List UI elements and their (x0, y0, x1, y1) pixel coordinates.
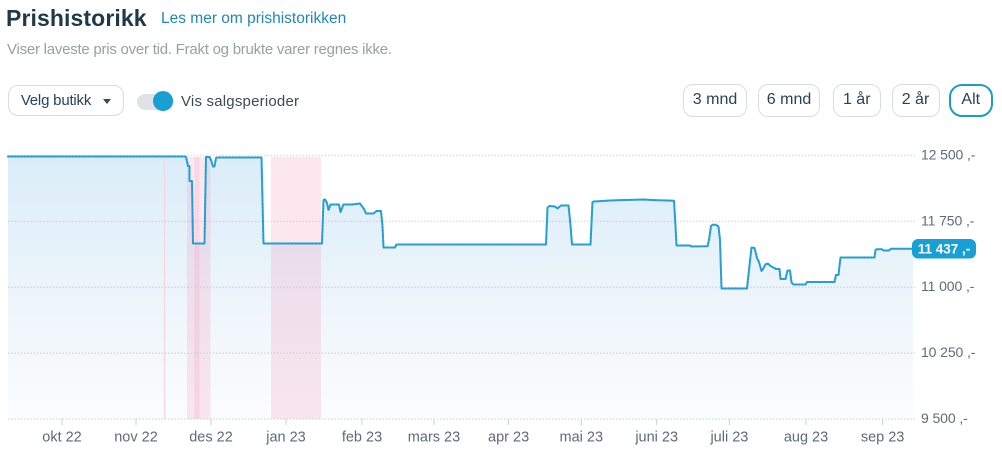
svg-text:11 437 ,-: 11 437 ,- (918, 242, 971, 257)
svg-text:mai 23: mai 23 (560, 430, 604, 446)
svg-text:apr 23: apr 23 (488, 430, 529, 446)
svg-text:juni 23: juni 23 (634, 430, 678, 446)
svg-text:12 500 ,-: 12 500 ,- (921, 147, 976, 163)
svg-text:10 250 ,-: 10 250 ,- (921, 344, 976, 360)
svg-text:aug 23: aug 23 (784, 430, 828, 446)
svg-text:11 000 ,-: 11 000 ,- (921, 278, 975, 294)
svg-text:juli 23: juli 23 (709, 430, 748, 446)
svg-text:feb 23: feb 23 (342, 430, 382, 446)
svg-text:mars 23: mars 23 (408, 430, 460, 446)
svg-text:des 22: des 22 (189, 430, 233, 446)
svg-text:sep 23: sep 23 (861, 430, 905, 446)
svg-text:11 750 ,-: 11 750 ,- (921, 212, 975, 228)
svg-text:jan 23: jan 23 (265, 430, 306, 446)
svg-text:9 500 ,-: 9 500 ,- (921, 410, 968, 426)
svg-text:nov 22: nov 22 (114, 430, 158, 446)
svg-text:okt 22: okt 22 (42, 430, 82, 446)
